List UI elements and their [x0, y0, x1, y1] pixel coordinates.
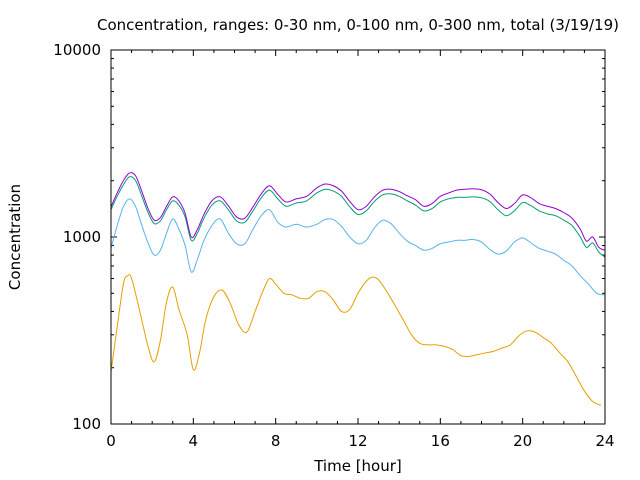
- series-line-3: [110, 172, 606, 251]
- series-line-2: [110, 176, 606, 258]
- x-tick-label-2: 8: [271, 432, 281, 450]
- x-tick-label-6: 24: [595, 432, 614, 450]
- series-line-0: [110, 274, 602, 406]
- x-tick-label-5: 20: [513, 432, 532, 450]
- x-tick-label-0: 0: [106, 432, 116, 450]
- x-axis-label: Time [hour]: [313, 457, 402, 475]
- plot-axes: 0 4 8 12 16 20 24 100 1000 10000: [53, 41, 614, 450]
- series-layer: [110, 172, 606, 406]
- x-tick-label-4: 16: [431, 432, 450, 450]
- y-tick-label-2: 10000: [53, 41, 101, 59]
- x-tick-label-3: 12: [348, 432, 367, 450]
- y-axis-label: Concentration: [6, 184, 24, 290]
- y-tick-label-0: 100: [72, 415, 101, 433]
- x-tick-label-1: 4: [189, 432, 199, 450]
- y-tick-label-1: 1000: [63, 228, 101, 246]
- series-line-1: [110, 198, 606, 296]
- chart-title: Concentration, ranges: 0-30 nm, 0-100 nm…: [97, 16, 619, 34]
- plot-frame: [110, 49, 606, 425]
